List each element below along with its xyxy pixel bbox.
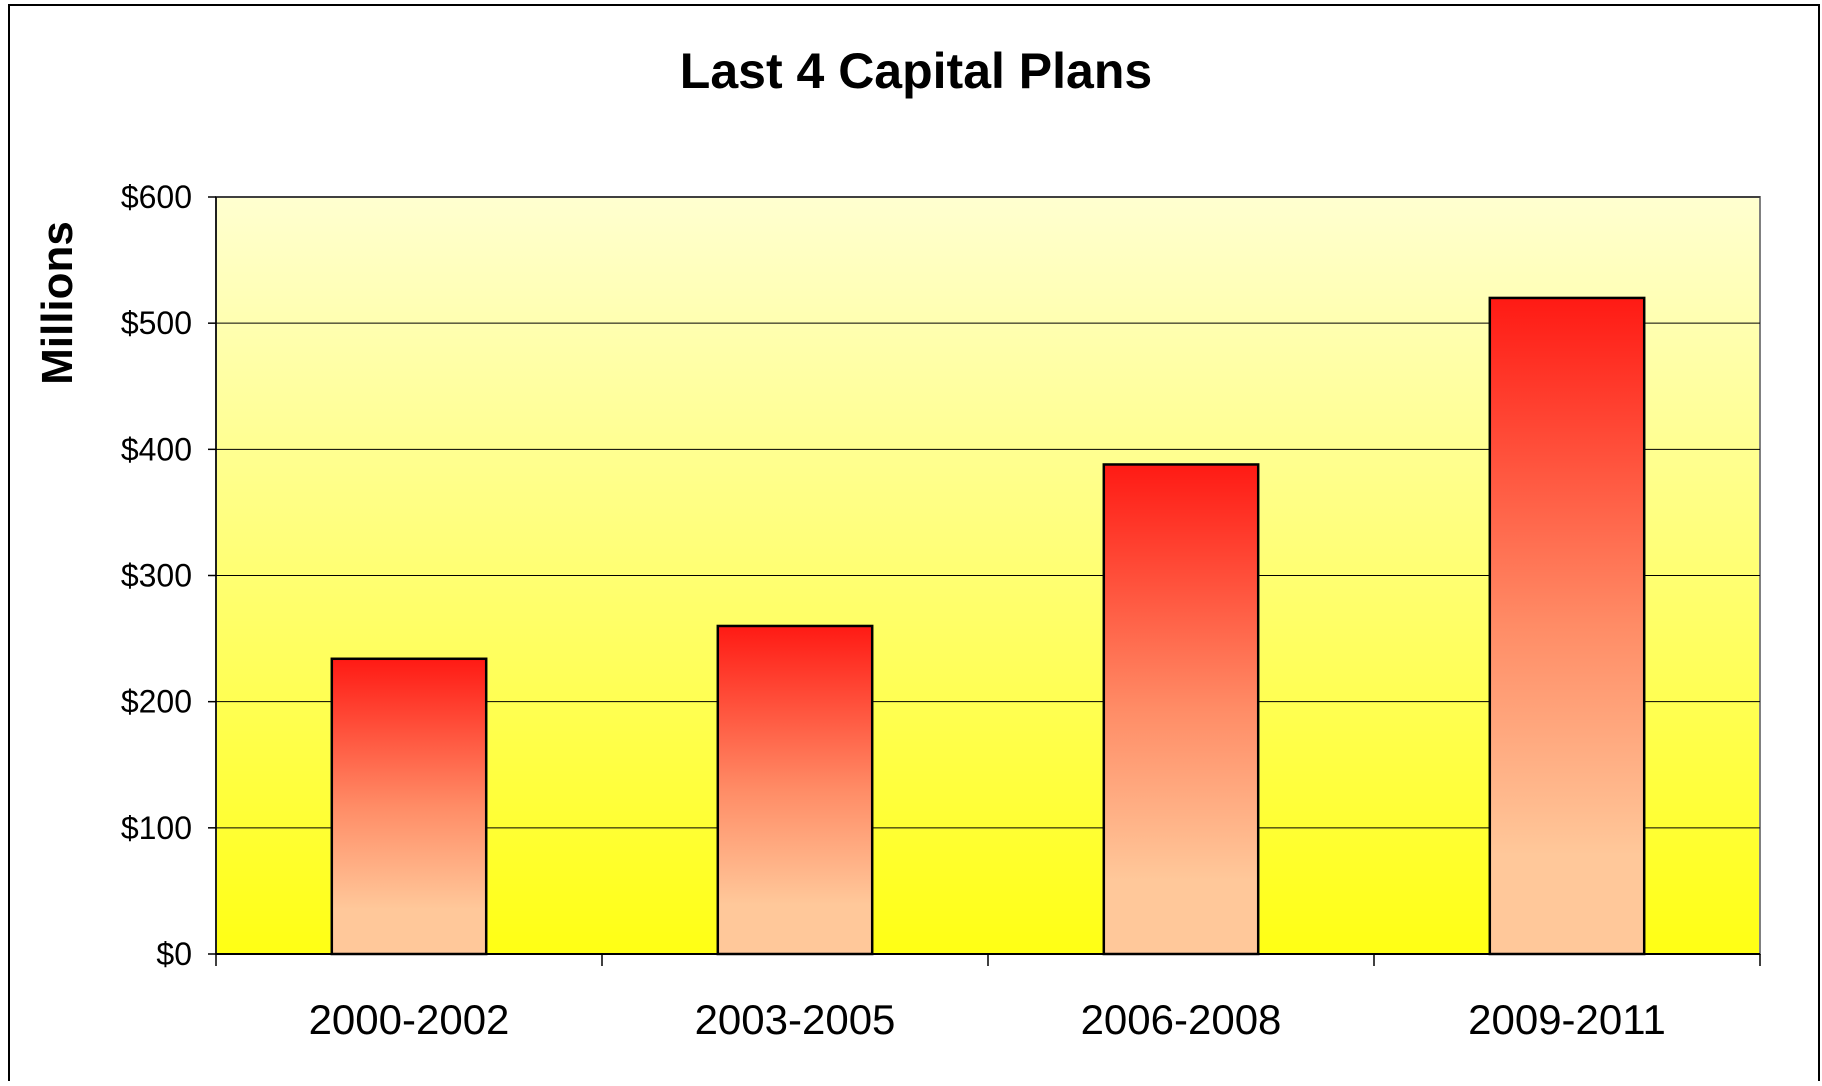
bar-2000-2002 [330,657,488,956]
y-axis-label: Millions [33,221,82,385]
y-tick-label: $200 [121,684,192,720]
x-tick-label: 2000-2002 [309,996,510,1043]
bars [330,296,1646,956]
bar-2003-2005 [716,624,874,956]
x-tick-label: 2006-2008 [1081,996,1282,1043]
bar-2009-2011 [1488,296,1646,956]
y-axis-ticks: $0 $100 $200 $300 $400 $500 $600 [121,179,217,972]
x-tick-label: 2003-2005 [695,996,896,1043]
y-tick-label: $0 [156,936,192,972]
chart-title: Last 4 Capital Plans [680,43,1152,99]
x-axis-ticks: 2000-2002 2003-2005 2006-2008 2009-2011 [215,954,1761,1043]
bar-2006-2008 [1102,463,1260,956]
y-tick-label: $100 [121,810,192,846]
x-tick-label: 2009-2011 [1468,996,1666,1043]
y-tick-label: $600 [121,179,192,215]
y-tick-label: $300 [121,558,192,594]
y-tick-label: $400 [121,431,192,467]
y-tick-label: $500 [121,305,192,341]
